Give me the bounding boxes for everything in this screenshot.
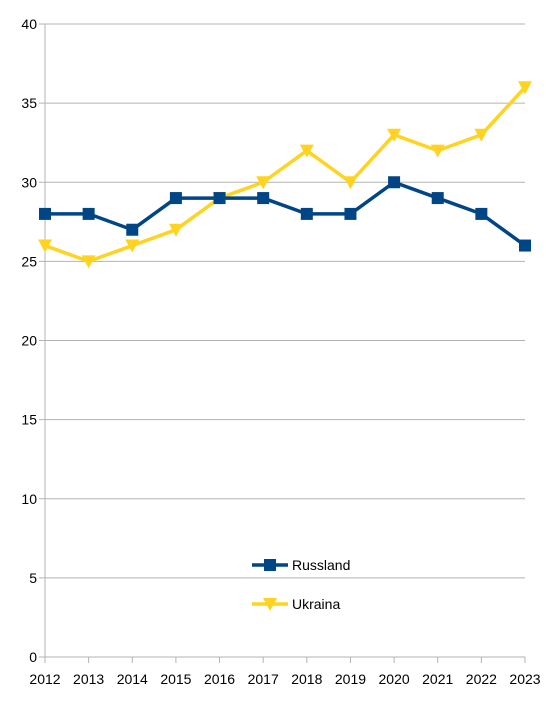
legend-label: Ukraina bbox=[292, 596, 340, 612]
y-tick-label: 5 bbox=[29, 570, 37, 586]
y-tick-label: 20 bbox=[21, 333, 37, 349]
data-point-ukraina-2012 bbox=[38, 239, 52, 253]
data-point-ukraina-2021 bbox=[430, 144, 445, 158]
data-point-russland-2013 bbox=[82, 207, 95, 220]
series-layer bbox=[38, 81, 532, 269]
data-point-russland-2019 bbox=[344, 207, 357, 220]
data-point-russland-2022 bbox=[475, 207, 488, 220]
data-point-russland-2015 bbox=[169, 192, 182, 205]
x-tick-label: 2021 bbox=[422, 671, 453, 687]
x-tick-label: 2022 bbox=[466, 671, 497, 687]
data-point-ukraina-2015 bbox=[168, 223, 183, 237]
x-tick-label: 2016 bbox=[204, 671, 235, 687]
data-point-ukraina-2019 bbox=[343, 176, 358, 190]
x-tick-label: 2023 bbox=[509, 671, 540, 687]
x-tick-label: 2018 bbox=[291, 671, 322, 687]
x-tick-label: 2019 bbox=[335, 671, 366, 687]
data-point-russland-2023 bbox=[519, 239, 531, 252]
series-line-ukraina bbox=[44, 86, 527, 264]
legend-item-ukraina: Ukraina bbox=[252, 596, 340, 612]
series-line-russland bbox=[45, 180, 527, 247]
data-point-ukraina-2018 bbox=[299, 144, 314, 158]
legend-marker bbox=[264, 559, 276, 571]
x-tick-label: 2013 bbox=[73, 671, 104, 687]
data-point-russland-2020 bbox=[388, 176, 401, 189]
data-point-russland-2012 bbox=[39, 207, 51, 220]
x-tick-label: 2015 bbox=[160, 671, 191, 687]
y-tick-label: 35 bbox=[21, 95, 37, 111]
data-point-ukraina-2023 bbox=[518, 81, 532, 95]
series-ukraina bbox=[38, 81, 532, 269]
data-point-ukraina-2014 bbox=[125, 239, 140, 253]
y-tick-label: 25 bbox=[21, 253, 37, 269]
gridlines bbox=[45, 23, 525, 658]
x-tick-label: 2020 bbox=[379, 671, 410, 687]
y-tick-label: 40 bbox=[21, 16, 37, 32]
data-point-russland-2018 bbox=[300, 207, 313, 220]
data-point-ukraina-2017 bbox=[256, 176, 271, 190]
data-point-ukraina-2020 bbox=[387, 128, 402, 142]
legend-item-russland: Russland bbox=[252, 557, 350, 573]
y-axis-ticks: 0 5 10 15 20 25 30 35 40 bbox=[21, 16, 45, 665]
legend-label: Russland bbox=[292, 557, 350, 573]
series-russland bbox=[39, 176, 531, 252]
legend-marker bbox=[263, 598, 277, 611]
data-point-russland-2014 bbox=[126, 223, 139, 236]
x-tick-label: 2012 bbox=[29, 671, 60, 687]
legend: Russland Ukraina bbox=[252, 557, 350, 612]
data-point-ukraina-2013 bbox=[81, 255, 96, 269]
data-point-russland-2016 bbox=[213, 192, 226, 205]
data-point-russland-2021 bbox=[431, 192, 444, 205]
y-tick-label: 15 bbox=[21, 412, 37, 428]
y-tick-label: 0 bbox=[29, 649, 37, 665]
y-tick-label: 10 bbox=[21, 491, 37, 507]
x-axis-ticks: 2012 2013 2014 2015 2016 2017 2018 2019 2020 2021… bbox=[29, 657, 541, 687]
x-tick-label: 2014 bbox=[117, 671, 148, 687]
x-tick-label: 2017 bbox=[248, 671, 279, 687]
data-point-russland-2017 bbox=[257, 192, 270, 205]
y-tick-label: 30 bbox=[21, 174, 37, 190]
data-point-ukraina-2022 bbox=[474, 128, 489, 142]
